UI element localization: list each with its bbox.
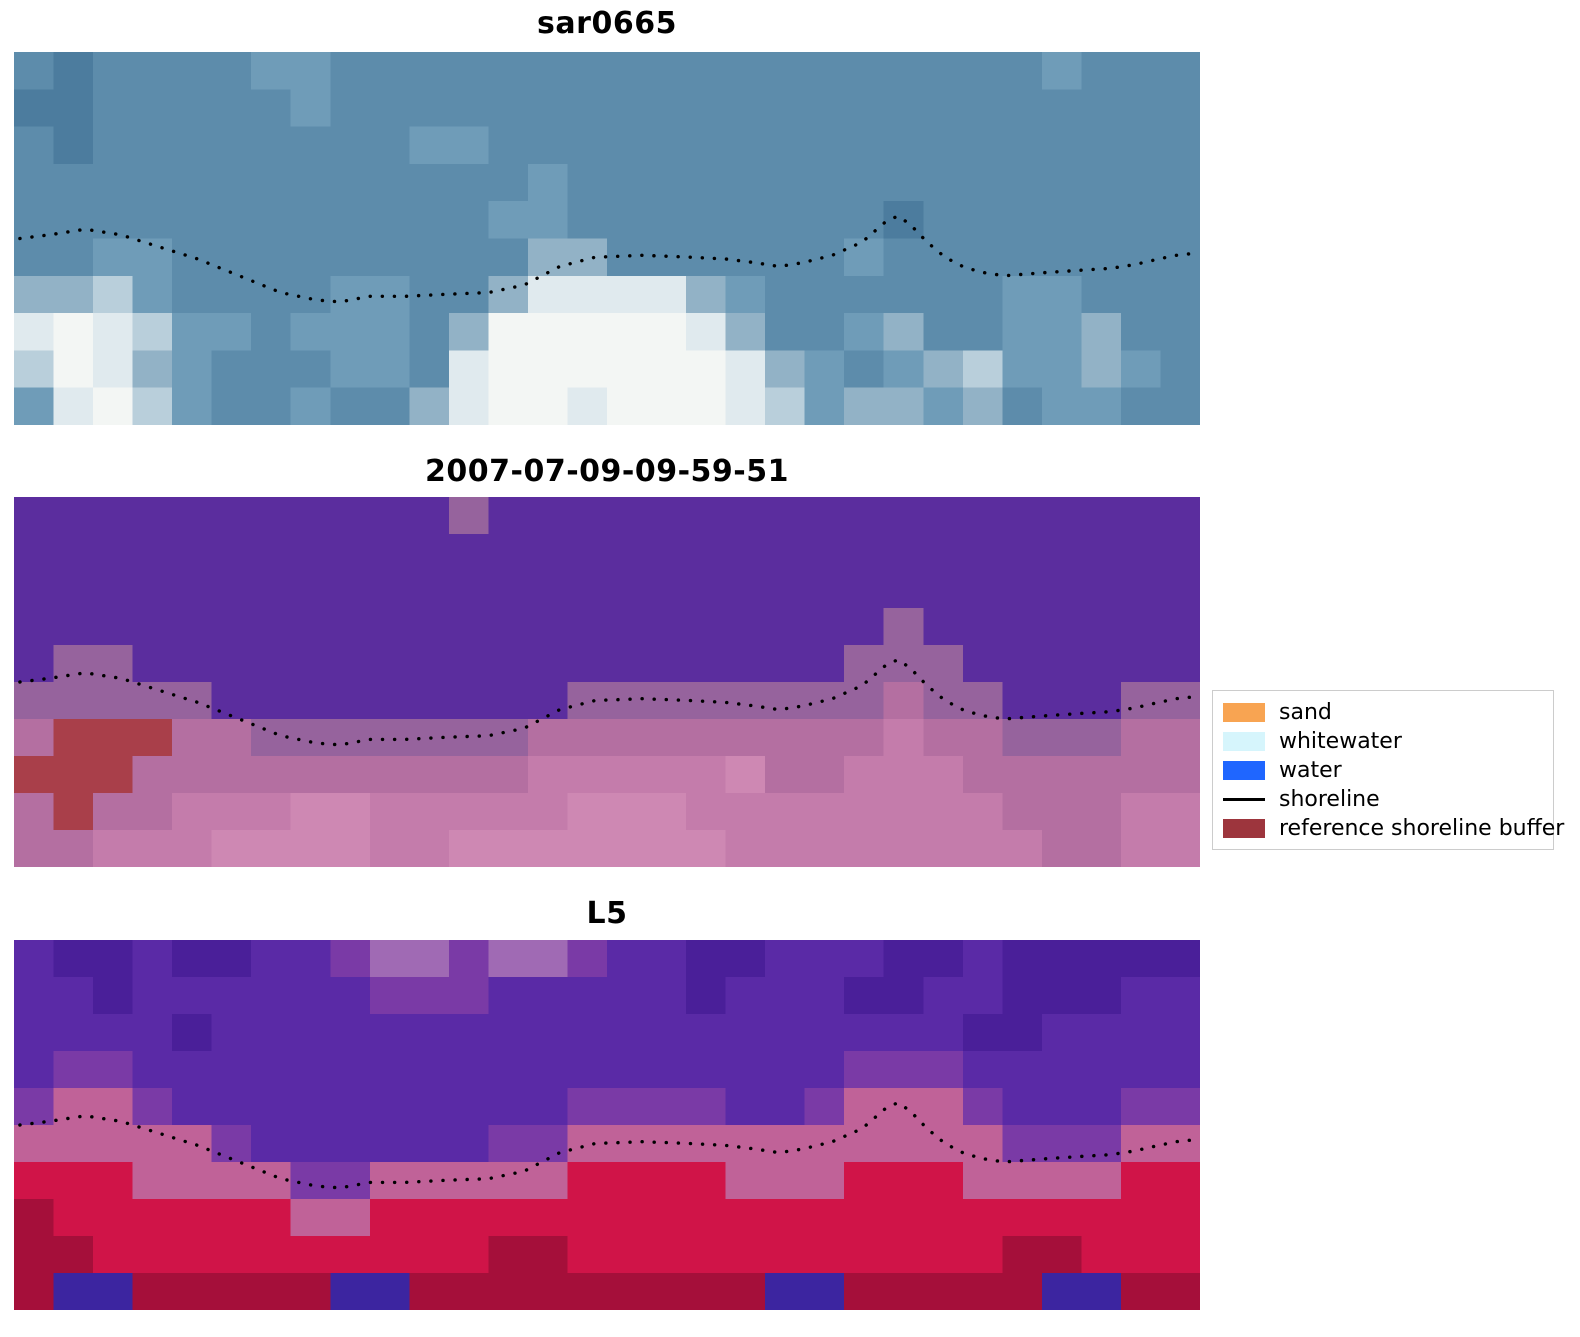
legend-item-whitewater: whitewater [1223,728,1543,754]
legend-label-water: water [1279,757,1342,783]
panel-title-classification: 2007-07-09-09-59-51 [425,454,789,489]
l5-image-panel [14,940,1200,1310]
classification-image [14,497,1200,867]
panel-title-l5: L5 [586,896,628,931]
legend-label-sand: sand [1279,699,1332,725]
shoreline-overlay [18,1100,1196,1190]
whitewater-swatch [1223,731,1265,751]
sand-swatch [1223,702,1265,722]
shoreline-line-swatch [1223,797,1265,801]
reference-shoreline-buffer-swatch [1223,818,1265,838]
legend-item-water: water [1223,757,1543,783]
water-swatch [1223,760,1265,780]
legend-label-reference-shoreline-buffer: reference shoreline buffer [1279,815,1565,841]
l5-image [14,940,1200,1310]
legend-item-shoreline: shoreline [1223,786,1543,812]
legend-label-shoreline: shoreline [1279,786,1380,812]
legend-label-whitewater: whitewater [1279,728,1402,754]
legend-item-reference-shoreline-buffer: reference shoreline buffer [1223,815,1564,841]
legend: sand whitewater water shoreline referenc… [1212,690,1564,850]
shoreline-overlay [18,657,1196,747]
sar-image-panel [14,52,1200,425]
legend-item-sand: sand [1223,699,1543,725]
classification-image-panel [14,497,1200,867]
shoreline-overlay [18,214,1196,304]
sar-image [14,52,1200,425]
panel-title-sar: sar0665 [537,6,677,41]
